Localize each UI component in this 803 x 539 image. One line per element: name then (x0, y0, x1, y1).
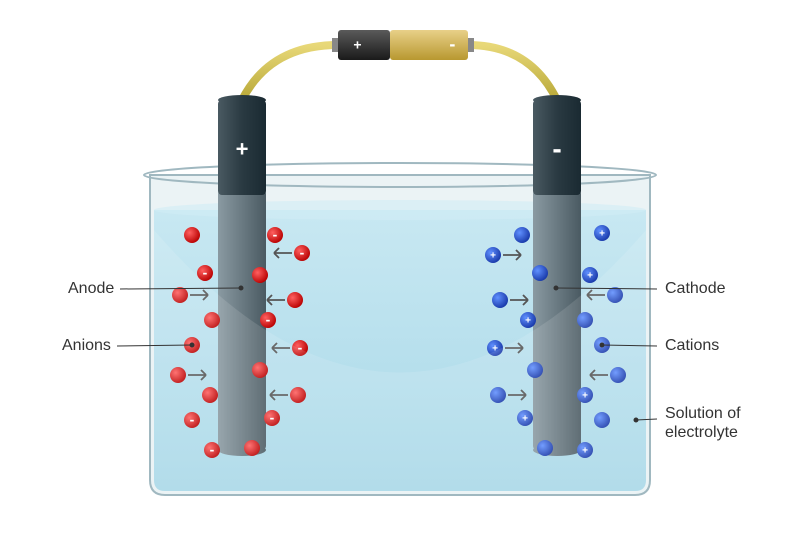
svg-text:-: - (300, 245, 305, 261)
battery: + - (332, 30, 474, 60)
wire-left (242, 45, 338, 100)
svg-text:+: + (587, 271, 593, 282)
anode-sign: + (236, 136, 249, 161)
svg-text:+: + (525, 316, 531, 327)
svg-text:-: - (266, 312, 271, 328)
svg-text:-: - (203, 265, 208, 281)
solution-label-1: Solution of (665, 405, 741, 423)
svg-text:+: + (490, 251, 496, 262)
electrolysis-diagram: + - + - --------- +++++++++ (0, 0, 803, 539)
wire-right (468, 45, 557, 100)
battery-plus: + (353, 37, 361, 53)
solution-label-2: electrolyte (665, 424, 738, 442)
svg-text:-: - (273, 227, 278, 243)
cathode-label: Cathode (665, 280, 726, 298)
battery-minus: - (449, 34, 455, 54)
anode-label: Anode (68, 280, 114, 298)
cations-label: Cations (665, 337, 719, 355)
anions-label: Anions (62, 337, 111, 355)
cathode-sign: - (552, 133, 561, 164)
svg-text:+: + (599, 229, 605, 240)
